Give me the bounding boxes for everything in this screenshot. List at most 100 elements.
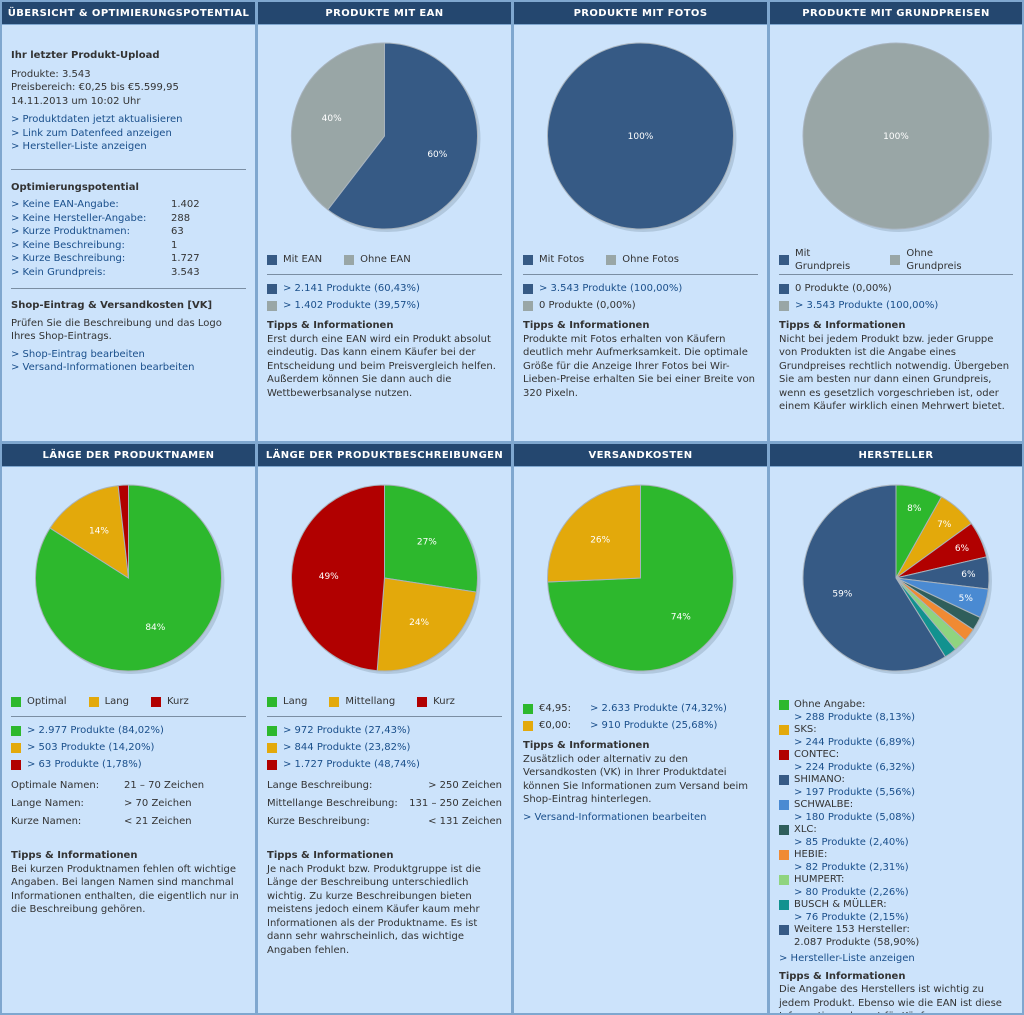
datafeed-link[interactable]: > Link zum Datenfeed anzeigen — [11, 127, 172, 139]
optimization-link[interactable]: > Keine Beschreibung: — [11, 239, 125, 251]
manufacturer-list-link[interactable]: > Hersteller-Liste anzeigen — [11, 141, 147, 152]
legend-swatch — [779, 255, 789, 265]
legend-swatch — [523, 255, 533, 265]
pie-slice-label: 100% — [883, 132, 909, 142]
namen-panel: LÄNGE DER PRODUKTNAMEN 84% 14% Optimal La… — [0, 442, 257, 1015]
pie-slice-label: 7% — [937, 520, 952, 530]
legend-label: Mit Fotos — [539, 254, 585, 266]
pie-slice-label: 100% — [628, 132, 654, 142]
beschreibung-mittel-link[interactable]: > 844 Produkte (23,82%) — [283, 741, 411, 753]
grundpreise-pie-chart: 100% — [802, 42, 992, 232]
legend-swatch — [779, 875, 789, 885]
pie-slice-label: 6% — [961, 570, 976, 580]
manufacturer-item: Ohne Angabe: > 288 Produkte (8,13%) — [779, 699, 1013, 724]
manufacturer-list-link[interactable]: > Hersteller-Liste anzeigen — [779, 953, 915, 964]
pie-slice-label: 6% — [955, 544, 970, 554]
optimization-value: 63 — [171, 226, 184, 237]
legend-swatch — [779, 750, 789, 760]
optimization-link[interactable]: > Keine Hersteller-Angabe: — [11, 212, 147, 224]
optimization-link[interactable]: > Kein Grundpreis: — [11, 266, 106, 278]
pie-slice — [802, 484, 947, 672]
pie-slice-label: 26% — [590, 535, 610, 545]
namen-lang-link[interactable]: > 503 Produkte (14,20%) — [27, 741, 155, 753]
manufacturer-link[interactable]: > 244 Produkte (6,89%) — [794, 736, 915, 748]
manufacturer-link[interactable]: > 80 Produkte (2,26%) — [794, 886, 909, 898]
stat-swatch — [267, 759, 277, 770]
pie-slice-label: 24% — [409, 618, 429, 628]
grundpreise-panel: PRODUKTE MIT GRUNDPREISEN 100% Mit Grund… — [768, 0, 1024, 443]
beschreibung-panel: LÄNGE DER PRODUKTBESCHREIBUNGEN 27% 24% 49… — [256, 442, 513, 1015]
fotos-with-link[interactable]: > 3.543 Produkte (100,00%) — [539, 282, 683, 294]
update-data-link[interactable]: > Produktdaten jetzt aktualisieren — [11, 114, 183, 125]
legend-swatch — [417, 697, 428, 707]
pie-slice-label: 5% — [959, 594, 974, 604]
divider — [267, 716, 502, 717]
manufacturer-item: SHIMANO: > 197 Produkte (5,56%) — [779, 774, 1013, 799]
pie-slice — [802, 42, 990, 230]
panel-title: VERSANDKOSTEN — [514, 444, 767, 467]
panel-title: PRODUKTE MIT EAN — [258, 2, 511, 25]
pie-slice-label: 60% — [427, 150, 447, 160]
divider — [779, 274, 1013, 275]
versand-000-link[interactable]: > 910 Produkte (25,68%) — [590, 719, 718, 731]
rule-label: Lange Beschreibung: — [267, 780, 373, 791]
manufacturer-link[interactable]: > 288 Produkte (8,13%) — [794, 711, 915, 723]
rule-label: Kurze Beschreibung: — [267, 816, 370, 827]
manufacturer-link[interactable]: > 76 Produkte (2,15%) — [794, 911, 909, 923]
optimization-link[interactable]: > Kurze Beschreibung: — [11, 253, 126, 264]
manufacturer-name: HEBIE: — [794, 849, 828, 860]
legend-swatch — [779, 700, 789, 710]
legend-swatch — [11, 697, 21, 707]
beschreibung-lang-link[interactable]: > 972 Produkte (27,43%) — [283, 724, 411, 736]
optimization-value: 1.402 — [171, 199, 200, 210]
edit-shop-link[interactable]: > Shop-Eintrag bearbeiten — [11, 348, 145, 360]
legend-swatch — [779, 850, 789, 860]
optimization-value: 1 — [171, 239, 178, 251]
panel-title: LÄNGE DER PRODUKTNAMEN — [2, 444, 255, 467]
pie-slice — [117, 484, 129, 579]
ean-without-link[interactable]: > 1.402 Produkte (39,57%) — [283, 299, 420, 311]
tips-heading: Tipps & Informationen — [523, 320, 650, 331]
namen-kurz-link[interactable]: > 63 Produkte (1,78%) — [27, 758, 142, 770]
optimization-item: > Keine EAN-Angabe: 1.402 — [11, 198, 246, 212]
manufacturer-link[interactable]: > 82 Produkte (2,31%) — [794, 861, 909, 873]
shipping-cost-label: €0,00: — [539, 719, 571, 731]
versand-495-link[interactable]: > 2.633 Produkte (74,32%) — [590, 702, 727, 714]
edit-shipping-link[interactable]: > Versand-Informationen bearbeiten — [523, 811, 707, 823]
pie-slice-label: 40% — [322, 114, 342, 124]
rule-label: Kurze Namen: — [11, 816, 82, 827]
stat-swatch — [267, 300, 277, 311]
rule-value: 21 – 70 Zeichen — [124, 780, 205, 791]
stat-swatch — [523, 720, 533, 731]
manufacturer-item: HEBIE: > 82 Produkte (2,31%) — [779, 849, 1013, 874]
panel-title: PRODUKTE MIT GRUNDPREISEN — [770, 2, 1022, 25]
fotos-panel: PRODUKTE MIT FOTOS 100% Mit Fotos Ohne F… — [512, 0, 769, 443]
namen-optimal-link[interactable]: > 2.977 Produkte (84,02%) — [27, 724, 164, 736]
tips-heading: Tipps & Informationen — [267, 850, 394, 861]
ean-with-link[interactable]: > 2.141 Produkte (60,43%) — [283, 282, 420, 294]
grundpreis-without-link[interactable]: > 3.543 Produkte (100,00%) — [795, 299, 939, 311]
optimization-item: > Kein Grundpreis: 3.543 — [11, 266, 246, 280]
legend-label: Mit Grundpreis — [795, 247, 851, 273]
legend-swatch — [88, 697, 99, 707]
manufacturer-link[interactable]: > 85 Produkte (2,40%) — [794, 836, 909, 848]
pie-slice — [327, 42, 478, 230]
optimization-link[interactable]: > Keine EAN-Angabe: — [11, 199, 119, 210]
edit-shipping-link[interactable]: > Versand-Informationen bearbeiten — [11, 362, 195, 373]
optimization-link[interactable]: > Kurze Produktnamen: — [11, 226, 130, 237]
tips-text: Produkte mit Fotos erhalten von Käufern … — [523, 333, 756, 399]
manufacturer-link[interactable]: > 197 Produkte (5,56%) — [794, 786, 915, 798]
manufacturer-link[interactable]: > 180 Produkte (5,08%) — [794, 811, 915, 823]
legend-label: Ohne Grundpreis — [906, 247, 962, 273]
rule-value: > 70 Zeichen — [124, 798, 192, 809]
manufacturer-link[interactable]: > 224 Produkte (6,32%) — [794, 761, 915, 773]
optimization-value: 1.727 — [171, 253, 200, 264]
stat-swatch — [11, 759, 21, 770]
namen-pie-chart: 84% 14% — [35, 484, 225, 674]
manufacturer-item: Weitere 153 Hersteller: 2.087 Produkte (5… — [779, 924, 1013, 949]
pie-slice-label: 49% — [319, 572, 339, 582]
legend-swatch — [890, 255, 901, 265]
upload-products: Produkte: 3.543 — [11, 68, 91, 80]
pie-slice-label: 8% — [907, 504, 922, 514]
beschreibung-kurz-link[interactable]: > 1.727 Produkte (48,74%) — [283, 758, 420, 770]
